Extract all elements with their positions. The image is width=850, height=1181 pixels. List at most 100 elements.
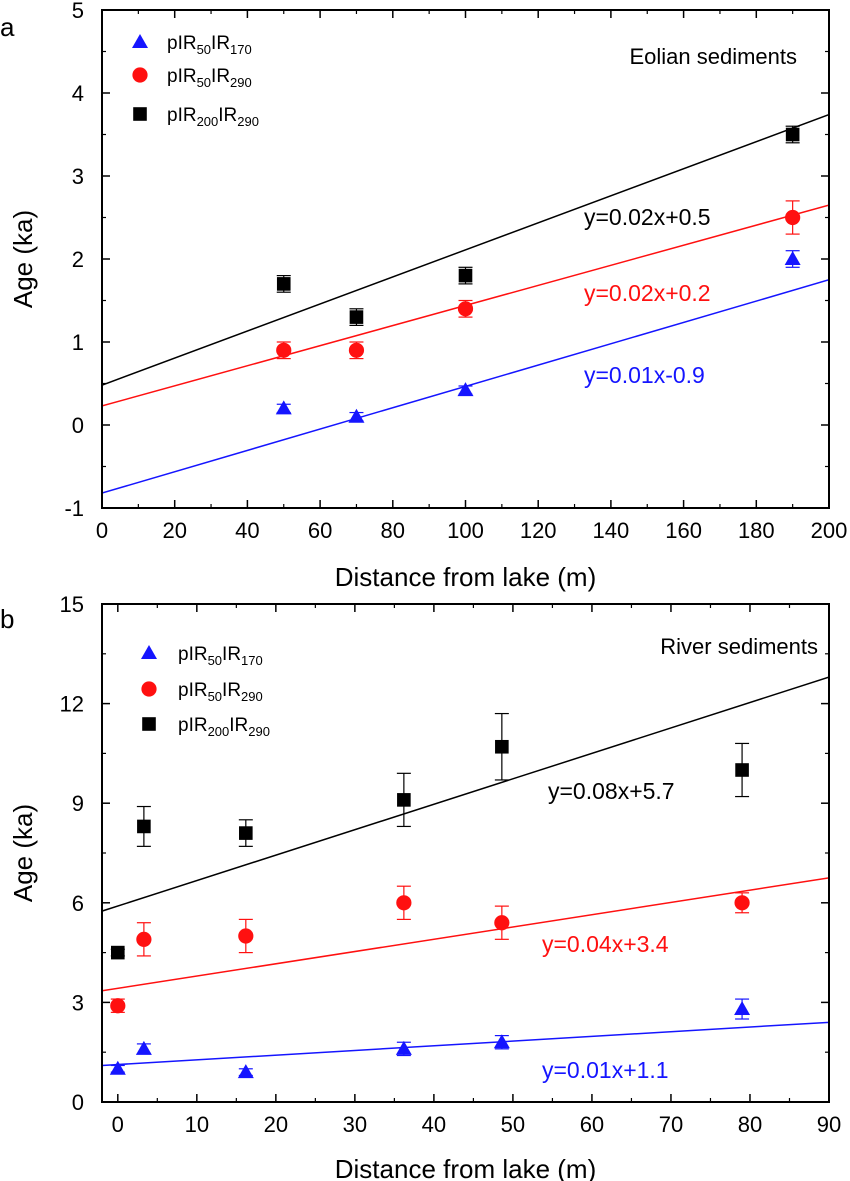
fit-line-pIR50IR290 (102, 877, 829, 992)
data-point-pIR200IR290 (397, 793, 411, 807)
legend-subscript: 50 (197, 75, 211, 90)
x-tick-label: 100 (447, 518, 484, 543)
legend-entry: pIR50IR290 (178, 680, 263, 704)
x-tick-label: 40 (235, 518, 259, 543)
chart-panel-a: a 0 20 40 60 80 100 120 140 160 180 200 -1 0 1 2 3 4 5 Dist… (0, 0, 847, 592)
legend-marker-pIR50IR170 (141, 645, 157, 659)
fit-equation-pIR50IR170: y=0.01x-0.9 (584, 362, 705, 388)
legend-text-part: pIR (178, 680, 208, 701)
legend-subscript: 50 (208, 653, 222, 668)
data-point-pIR200IR290 (137, 819, 151, 834)
x-tick-label: 90 (817, 1112, 841, 1137)
x-tick-label: 80 (738, 1112, 762, 1137)
data-point-pIR200IR290 (785, 127, 800, 142)
x-tick-label: 20 (264, 1112, 288, 1137)
data-point-pIR50IR290 (110, 998, 126, 1014)
panel-annotation: River sediments (660, 634, 818, 659)
legend-text-part: IR (229, 715, 248, 736)
fit-equation-pIR50IR170: y=0.01x+1.1 (542, 1057, 669, 1083)
x-axis-title: Distance from lake (m) (335, 562, 597, 592)
legend-text-part: IR (211, 66, 230, 87)
data-point-pIR50IR170 (275, 400, 292, 415)
legend-subscript: 200 (208, 724, 230, 739)
legend-marker-pIR50IR290 (132, 67, 148, 83)
y-tick-label: 2 (72, 247, 84, 272)
data-point-pIR50IR170 (237, 1064, 254, 1079)
fit-equation-pIR50IR290: y=0.02x+0.2 (584, 280, 711, 306)
y-tick-label: 15 (60, 592, 84, 617)
x-tick-label: 160 (665, 518, 702, 543)
x-tick-label: 30 (343, 1112, 367, 1137)
y-tick-label: 3 (72, 164, 84, 189)
data-point-pIR200IR290 (735, 763, 749, 777)
legend-text-part: IR (211, 33, 230, 54)
legend-text-part: pIR (167, 105, 197, 126)
data-point-pIR200IR290 (239, 826, 253, 840)
x-tick-label: 80 (381, 518, 405, 543)
data-point-pIR50IR170 (784, 251, 801, 265)
legend-subscript: 290 (230, 75, 252, 90)
legend-subscript: 50 (208, 689, 222, 704)
x-tick-label: 40 (422, 1112, 446, 1137)
data-point-pIR200IR290 (111, 945, 125, 960)
legend-entry: pIR50IR170 (167, 33, 252, 57)
legend-subscript: 290 (248, 724, 270, 739)
data-point-pIR200IR290 (495, 739, 509, 754)
x-axis-title: Distance from lake (m) (335, 1154, 597, 1181)
data-point-pIR50IR290 (494, 915, 510, 931)
legend-subscript: 170 (230, 42, 252, 57)
y-tick-label: 12 (60, 692, 84, 717)
data-point-pIR50IR290 (396, 895, 412, 911)
data-point-pIR200IR290 (276, 277, 291, 291)
data-point-pIR50IR170 (395, 1040, 412, 1055)
y-axis-title: Age (ka) (8, 210, 38, 308)
y-tick-label: 5 (72, 0, 84, 23)
legend-marker-pIR200IR290 (142, 717, 156, 731)
legend-entry: pIR50IR290 (167, 66, 252, 90)
y-tick-label: 0 (72, 1090, 84, 1115)
legend-entry: pIR200IR290 (167, 105, 259, 129)
data-point-pIR200IR290 (349, 310, 364, 324)
data-point-pIR50IR170 (734, 1001, 751, 1016)
legend-subscript: 50 (197, 42, 211, 57)
legend-entry: pIR200IR290 (178, 715, 270, 739)
x-tick-label: 0 (96, 518, 108, 543)
x-tick-label: 140 (593, 518, 630, 543)
fit-equation-pIR200IR290: y=0.08x+5.7 (548, 778, 675, 804)
legend-text-part: IR (222, 680, 241, 701)
legend-marker-pIR50IR170 (132, 34, 148, 48)
x-tick-label: 0 (112, 1112, 124, 1137)
y-tick-label: 1 (72, 330, 84, 355)
data-point-pIR50IR170 (135, 1040, 152, 1055)
data-point-pIR50IR290 (457, 301, 474, 317)
y-axis-title: Age (ka) (8, 804, 38, 902)
fit-line-pIR50IR170 (102, 1021, 829, 1067)
legend-marker-pIR50IR290 (141, 681, 157, 697)
y-tick-label: 6 (72, 891, 84, 916)
legend-subscript: 290 (241, 689, 263, 704)
y-tick-label: -1 (64, 496, 84, 521)
x-tick-label: 200 (811, 518, 848, 543)
legend-entry: pIR50IR170 (178, 644, 263, 668)
panel-annotation: Eolian sediments (629, 44, 797, 69)
legend-text-part: pIR (167, 66, 197, 87)
x-tick-label: 60 (580, 1112, 604, 1137)
legend-text-part: IR (218, 105, 237, 126)
data-point-pIR50IR290 (348, 342, 365, 358)
legend-text-part: IR (222, 644, 241, 665)
panel-letter: b (0, 604, 14, 634)
y-tick-label: 0 (72, 413, 84, 438)
data-point-pIR50IR290 (785, 209, 801, 226)
x-tick-label: 20 (162, 518, 186, 543)
data-point-pIR50IR170 (348, 408, 365, 423)
x-tick-label: 50 (501, 1112, 525, 1137)
y-tick-label: 4 (72, 81, 84, 106)
fit-line-pIR200IR290 (102, 113, 829, 386)
panel-letter: a (0, 12, 15, 42)
legend-text-part: pIR (178, 644, 208, 665)
legend-text-part: pIR (167, 33, 197, 54)
data-point-pIR50IR170 (493, 1034, 510, 1049)
